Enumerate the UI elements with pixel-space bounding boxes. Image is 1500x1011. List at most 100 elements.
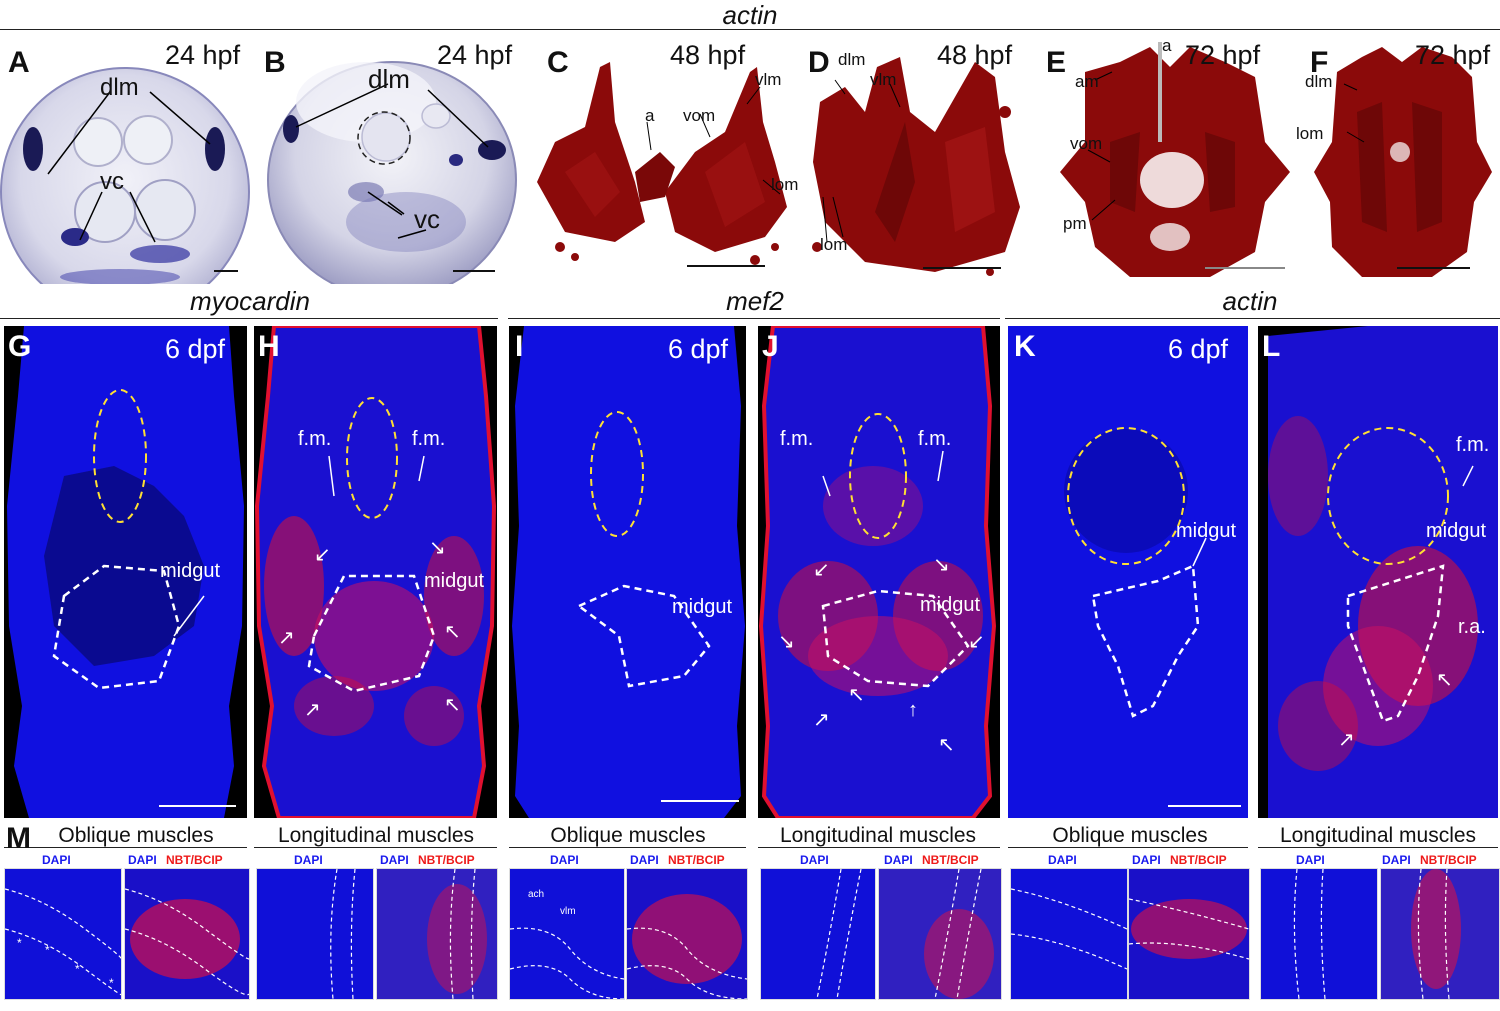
panel-f-label: F — [1310, 46, 1329, 79]
svg-text:↗: ↗ — [813, 709, 830, 731]
panel-c-image — [525, 32, 801, 284]
m6-dapi-label-b: DAPI — [1382, 853, 1411, 867]
svg-text:↑: ↑ — [908, 699, 918, 721]
m4-dapi-label-b: DAPI — [884, 853, 913, 867]
panel-b-scalebar — [453, 270, 495, 272]
svg-text:*: * — [109, 976, 114, 990]
m-group-2-rule — [254, 847, 497, 848]
svg-text:↖: ↖ — [444, 694, 461, 716]
panel-a-stage: 24 hpf — [165, 40, 241, 70]
panel-d-stage: 48 hpf — [937, 40, 1013, 70]
panel-l-ann-ra: r.a. — [1458, 616, 1486, 638]
panel-j-ann-fm-left: f.m. — [780, 428, 814, 450]
panel-c-stage: 48 hpf — [670, 40, 746, 70]
svg-text:*: * — [75, 962, 80, 976]
panel-k-image — [1008, 326, 1248, 818]
m2-dapi-label-a: DAPI — [294, 853, 323, 867]
panel-j-image: ↙ ↘ ↘ ↙ ↗ ↖ ↑ ↖ — [758, 326, 1000, 818]
panel-a-image — [0, 32, 256, 284]
panel-h-image: ↙ ↘ ↗ ↖ ↗ ↖ — [254, 326, 497, 818]
panel-k-label: K — [1014, 330, 1036, 363]
m4-nbt-label: NBT/BCIP — [922, 853, 979, 867]
m5-dapi-image — [1010, 868, 1128, 1000]
panel-e-label: E — [1046, 46, 1067, 79]
panel-c-ann-vlm: vlm — [755, 70, 782, 89]
svg-text:↙: ↙ — [813, 559, 830, 581]
m-group-1-title: Oblique muscles — [58, 824, 214, 847]
svg-text:↘: ↘ — [933, 554, 950, 576]
svg-text:↖: ↖ — [848, 684, 865, 706]
panel-d-ann-lom: lom — [820, 235, 848, 254]
section-title-mef2: mef2 — [726, 286, 784, 316]
m-group-6-rule — [1258, 847, 1498, 848]
panel-g-stage: 6 dpf — [165, 334, 226, 364]
m5-dapi-label-b: DAPI — [1132, 853, 1161, 867]
m-group-2-title: Longitudinal muscles — [277, 824, 475, 847]
svg-text:↖: ↖ — [938, 734, 955, 756]
panel-d-ann-vlm: vlm — [870, 70, 897, 89]
m6-nbt-image — [1380, 868, 1500, 1000]
m2-dapi-label-b: DAPI — [380, 853, 409, 867]
svg-text:↖: ↖ — [444, 621, 461, 643]
m3-nbt-image — [626, 868, 748, 1000]
m4-nbt-image — [878, 868, 1002, 1000]
m6-dapi-label-a: DAPI — [1296, 853, 1325, 867]
m3-vlm-label: vlm — [560, 906, 576, 917]
m-group-5-title: Oblique muscles — [1052, 824, 1208, 847]
panel-b-label: B — [264, 46, 286, 79]
svg-text:↗: ↗ — [278, 627, 295, 649]
panel-g-image — [4, 326, 247, 818]
m5-nbt-image — [1128, 868, 1250, 1000]
panel-l-ann-midgut: midgut — [1426, 520, 1487, 542]
m2-nbt-label: NBT/BCIP — [418, 853, 475, 867]
panel-i-ann-midgut: midgut — [672, 596, 733, 618]
svg-text:↙: ↙ — [968, 631, 985, 653]
panel-l-ann-fm: f.m. — [1456, 434, 1490, 456]
panel-h-ann-fm-right: f.m. — [412, 428, 446, 450]
m-group-1-rule — [4, 847, 247, 848]
svg-text:↘: ↘ — [429, 537, 446, 559]
panel-e-ann-vom: vom — [1070, 134, 1103, 153]
panel-c-ann-a: a — [645, 106, 655, 125]
panel-c-ann-vom: vom — [683, 106, 716, 125]
panel-e-ann-pm: pm — [1063, 214, 1087, 233]
m2-dapi-image — [256, 868, 374, 1000]
m6-dapi-image — [1260, 868, 1378, 1000]
panel-h-ann-midgut: midgut — [424, 570, 485, 592]
m1-nbt-image — [124, 868, 250, 1000]
m3-dapi-label-a: DAPI — [550, 853, 579, 867]
svg-text:↙: ↙ — [314, 544, 331, 566]
m-group-6-title: Longitudinal muscles — [1279, 824, 1477, 847]
m-group-3-rule — [509, 847, 746, 848]
panel-a-scalebar — [214, 270, 238, 272]
panel-a-label: A — [8, 46, 30, 79]
panel-f-ann-lom: lom — [1296, 124, 1324, 143]
panel-c-label: C — [547, 46, 569, 79]
m3-ach-label: ach — [528, 889, 544, 900]
m1-dapi-image: * * * * — [4, 868, 122, 1000]
svg-text:↖: ↖ — [1436, 669, 1453, 691]
panel-e-ann-am: am — [1075, 72, 1099, 91]
panel-f-image — [1302, 32, 1500, 284]
section-title-actin-top: actin — [722, 0, 778, 30]
panel-e-stage: 72 hpf — [1185, 40, 1261, 70]
m1-dapi-label-b: DAPI — [128, 853, 157, 867]
panel-f-ann-dlm: dlm — [1305, 72, 1333, 91]
m1-dapi-label-a: DAPI — [42, 853, 71, 867]
panel-b-ann-dlm: dlm — [368, 64, 410, 94]
panel-j-label: J — [762, 330, 779, 363]
section-title-actin-lower: actin — [1222, 286, 1278, 316]
panel-g-label: G — [8, 330, 32, 363]
panel-h-ann-fm-left: f.m. — [298, 428, 332, 450]
panel-i-image — [509, 326, 746, 818]
m5-nbt-label: NBT/BCIP — [1170, 853, 1227, 867]
m-group-4-title: Longitudinal muscles — [779, 824, 977, 847]
section-rule-actin-lower — [1005, 318, 1500, 319]
panel-m-label: M — [6, 822, 31, 855]
panel-k-stage: 6 dpf — [1168, 334, 1229, 364]
m-group-4-rule — [758, 847, 1000, 848]
panel-b-image — [256, 32, 520, 284]
m4-dapi-label-a: DAPI — [800, 853, 829, 867]
m3-nbt-label: NBT/BCIP — [668, 853, 725, 867]
panel-l-image: ↗ ↖ — [1258, 326, 1498, 818]
